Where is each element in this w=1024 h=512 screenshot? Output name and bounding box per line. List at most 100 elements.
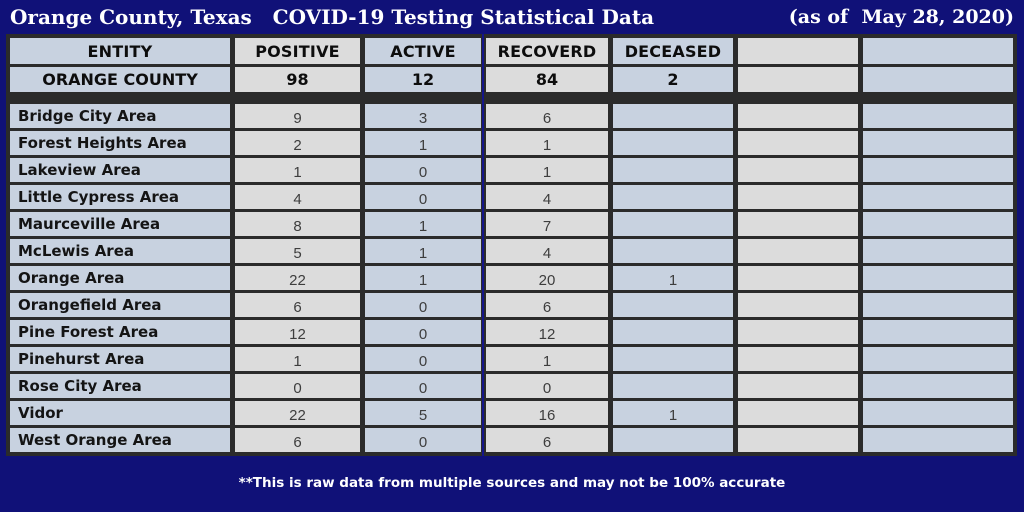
row-value: 1 bbox=[365, 239, 481, 263]
row-entity: Orangefield Area bbox=[10, 293, 230, 317]
row-value: 16 bbox=[486, 401, 608, 425]
row-value bbox=[863, 374, 1013, 398]
row-value: 1 bbox=[486, 347, 608, 371]
column-header bbox=[863, 38, 1013, 64]
row-value: 4 bbox=[486, 239, 608, 263]
row-value bbox=[738, 266, 858, 290]
row-value: 0 bbox=[235, 374, 360, 398]
row-value bbox=[613, 212, 733, 236]
row-value bbox=[738, 293, 858, 317]
summary-value: 98 bbox=[235, 67, 360, 92]
row-entity: Lakeview Area bbox=[10, 158, 230, 182]
column-header-entity: ENTITY bbox=[10, 38, 230, 64]
row-value bbox=[738, 428, 858, 452]
column-header: ACTIVE bbox=[365, 38, 481, 64]
page-title: Orange County, Texas COVID-19 Testing St… bbox=[10, 5, 655, 29]
row-value bbox=[863, 428, 1013, 452]
row-value: 1 bbox=[613, 401, 733, 425]
row-value: 0 bbox=[365, 347, 481, 371]
row-value bbox=[863, 131, 1013, 155]
row-value: 1 bbox=[365, 212, 481, 236]
row-entity: Bridge City Area bbox=[10, 104, 230, 128]
row-entity: Pine Forest Area bbox=[10, 320, 230, 344]
column-divider-accent bbox=[482, 34, 484, 456]
row-value: 5 bbox=[235, 239, 360, 263]
row-value bbox=[613, 158, 733, 182]
row-entity: McLewis Area bbox=[10, 239, 230, 263]
row-entity: Rose City Area bbox=[10, 374, 230, 398]
row-value: 7 bbox=[486, 212, 608, 236]
row-entity: Little Cypress Area bbox=[10, 185, 230, 209]
row-value: 22 bbox=[235, 266, 360, 290]
summary-value: 84 bbox=[486, 67, 608, 92]
row-value bbox=[738, 320, 858, 344]
row-value bbox=[738, 212, 858, 236]
row-value bbox=[738, 347, 858, 371]
row-value bbox=[863, 266, 1013, 290]
row-value: 1 bbox=[365, 131, 481, 155]
row-value bbox=[613, 428, 733, 452]
row-value bbox=[613, 131, 733, 155]
row-value: 2 bbox=[235, 131, 360, 155]
covid-data-table: ENTITY POSITIVE ACTIVE RECOVERD DECEASED ORAN… bbox=[6, 34, 1017, 456]
row-value bbox=[738, 239, 858, 263]
row-value: 0 bbox=[365, 374, 481, 398]
column-header: RECOVERD bbox=[486, 38, 608, 64]
row-value: 6 bbox=[486, 104, 608, 128]
section-divider bbox=[10, 95, 1013, 101]
row-value: 1 bbox=[365, 266, 481, 290]
row-value bbox=[738, 104, 858, 128]
row-value: 1 bbox=[486, 158, 608, 182]
summary-value: 2 bbox=[613, 67, 733, 92]
row-value bbox=[738, 158, 858, 182]
row-value bbox=[863, 104, 1013, 128]
summary-value: 12 bbox=[365, 67, 481, 92]
row-value: 12 bbox=[486, 320, 608, 344]
row-value: 0 bbox=[365, 293, 481, 317]
summary-value bbox=[863, 67, 1013, 92]
row-value: 20 bbox=[486, 266, 608, 290]
row-value: 1 bbox=[613, 266, 733, 290]
row-value bbox=[863, 158, 1013, 182]
disclaimer-note: **This is raw data from multiple sources… bbox=[238, 475, 786, 491]
row-value: 5 bbox=[365, 401, 481, 425]
row-value bbox=[738, 185, 858, 209]
column-header: POSITIVE bbox=[235, 38, 360, 64]
row-value: 4 bbox=[486, 185, 608, 209]
row-value bbox=[863, 320, 1013, 344]
row-value: 1 bbox=[235, 158, 360, 182]
row-entity: Maurceville Area bbox=[10, 212, 230, 236]
row-value: 12 bbox=[235, 320, 360, 344]
row-value bbox=[613, 320, 733, 344]
row-value bbox=[738, 131, 858, 155]
column-header: DECEASED bbox=[613, 38, 733, 64]
row-value: 1 bbox=[486, 131, 608, 155]
row-value bbox=[613, 293, 733, 317]
row-value: 8 bbox=[235, 212, 360, 236]
row-value bbox=[613, 239, 733, 263]
row-value bbox=[863, 212, 1013, 236]
row-value: 0 bbox=[365, 428, 481, 452]
row-value: 1 bbox=[235, 347, 360, 371]
row-value bbox=[613, 104, 733, 128]
row-value: 0 bbox=[486, 374, 608, 398]
title-bar: Orange County, Texas COVID-19 Testing St… bbox=[0, 0, 1024, 34]
as-of-date: (as of May 28, 2020) bbox=[788, 6, 1014, 28]
row-value bbox=[738, 374, 858, 398]
row-value bbox=[613, 347, 733, 371]
row-value bbox=[863, 239, 1013, 263]
row-value: 4 bbox=[235, 185, 360, 209]
row-value bbox=[863, 185, 1013, 209]
summary-entity: ORANGE COUNTY bbox=[10, 67, 230, 92]
row-value: 6 bbox=[235, 293, 360, 317]
row-value bbox=[613, 185, 733, 209]
row-value: 9 bbox=[235, 104, 360, 128]
column-header bbox=[738, 38, 858, 64]
row-value bbox=[738, 401, 858, 425]
row-entity: Vidor bbox=[10, 401, 230, 425]
row-value: 0 bbox=[365, 185, 481, 209]
row-value: 3 bbox=[365, 104, 481, 128]
row-value bbox=[863, 347, 1013, 371]
row-entity: West Orange Area bbox=[10, 428, 230, 452]
